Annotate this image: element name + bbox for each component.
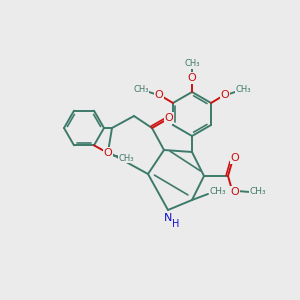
Text: N: N	[164, 213, 172, 223]
Text: CH₃: CH₃	[235, 85, 251, 94]
Text: CH₃: CH₃	[118, 154, 134, 163]
Text: O: O	[103, 148, 112, 158]
Text: CH₃: CH₃	[184, 59, 200, 68]
Text: O: O	[154, 90, 163, 100]
Text: O: O	[231, 153, 239, 163]
Text: O: O	[165, 113, 173, 123]
Text: CH₃: CH₃	[250, 188, 266, 196]
Text: CH₃: CH₃	[133, 85, 149, 94]
Text: O: O	[221, 90, 230, 100]
Text: O: O	[231, 187, 239, 197]
Text: O: O	[188, 73, 196, 83]
Text: CH₃: CH₃	[210, 188, 226, 196]
Text: H: H	[172, 219, 180, 229]
